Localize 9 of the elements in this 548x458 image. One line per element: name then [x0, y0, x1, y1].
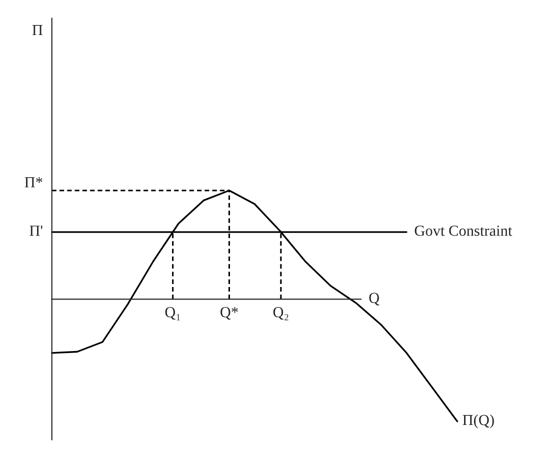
annotation: Q* — [220, 307, 238, 320]
annotation: Q₁ — [165, 307, 180, 320]
x-axis-title: Q — [369, 292, 380, 306]
annotation: Q₂ — [273, 307, 288, 320]
annotation: Π' — [30, 226, 42, 236]
series-label: Π(Q) — [462, 414, 494, 428]
ref-line-label: Π* — [24, 177, 42, 188]
text: Π — [32, 25, 43, 36]
ref-line-label: Govt Constraint — [414, 226, 512, 236]
